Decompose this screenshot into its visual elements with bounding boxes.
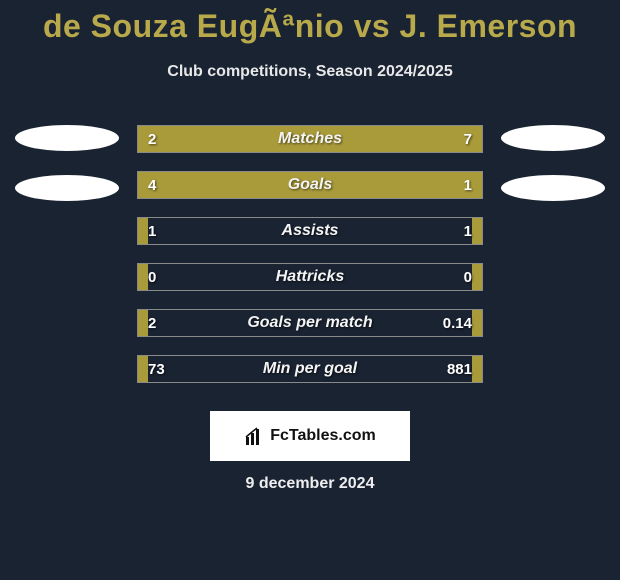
stat-row: 00Hattricks [137,263,483,291]
stat-row: 27Matches [137,125,483,153]
avatar [15,175,119,201]
chart-icon [244,425,266,447]
avatar [501,125,605,151]
avatar [501,175,605,201]
stats-comparison: 27Matches 41Goals 11Assists 00Hattricks 20.1… [10,125,610,383]
stat-label: Assists [138,222,482,240]
stat-label: Min per goal [138,360,482,378]
avatar [15,125,119,151]
stat-label: Matches [138,130,482,148]
stat-label: Goals [138,176,482,194]
stat-row: 73881Min per goal [137,355,483,383]
date: 9 december 2024 [10,475,610,493]
subtitle: Club competitions, Season 2024/2025 [10,63,610,81]
stat-row: 20.14Goals per match [137,309,483,337]
page-title: de Souza EugÃªnio vs J. Emerson [10,0,610,45]
stat-label: Goals per match [138,314,482,332]
source-logo: FcTables.com [210,411,410,461]
stat-label: Hattricks [138,268,482,286]
stat-bars: 27Matches 41Goals 11Assists 00Hattricks 20.1… [137,125,483,383]
player-right-avatars [501,125,605,201]
stat-row: 41Goals [137,171,483,199]
player-left-avatars [15,125,119,201]
stat-row: 11Assists [137,217,483,245]
logo-text: FcTables.com [270,427,376,445]
